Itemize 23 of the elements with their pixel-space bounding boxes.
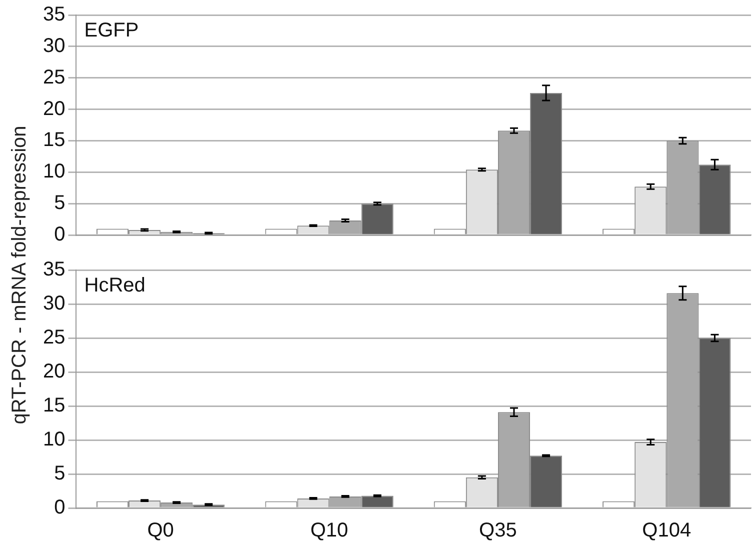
- y-tick-label: 20: [42, 98, 66, 120]
- y-tick-label: 35: [42, 258, 66, 281]
- y-tick-label: 35: [42, 4, 66, 26]
- annotation: EGFP: [84, 20, 139, 42]
- y-tick-label: 0: [54, 496, 66, 519]
- y-tick-label: 25: [42, 66, 66, 88]
- y-tick-label: 0: [54, 224, 66, 246]
- y-axis-title: qRT-PCR - mRNA fold-repression: [8, 126, 32, 424]
- y-tick-label: 15: [42, 129, 66, 152]
- y-tick-label: 5: [54, 192, 66, 214]
- y-tick-label: 30: [42, 292, 66, 315]
- x-tick-label: Q10: [310, 520, 348, 542]
- x-tick-label: Q35: [479, 520, 517, 542]
- y-tick-label: 30: [42, 34, 66, 57]
- x-tick-label: Q104: [642, 520, 692, 542]
- y-tick-label: 5: [54, 462, 66, 485]
- x-tick-label: Q0: [147, 520, 174, 542]
- y-tick-label: 10: [42, 160, 66, 183]
- annotation: HcRed: [84, 274, 146, 297]
- y-tick-label: 20: [42, 360, 66, 383]
- y-tick-label: 15: [42, 394, 66, 417]
- y-tick-label: 25: [42, 326, 66, 349]
- y-tick-label: 10: [42, 428, 66, 451]
